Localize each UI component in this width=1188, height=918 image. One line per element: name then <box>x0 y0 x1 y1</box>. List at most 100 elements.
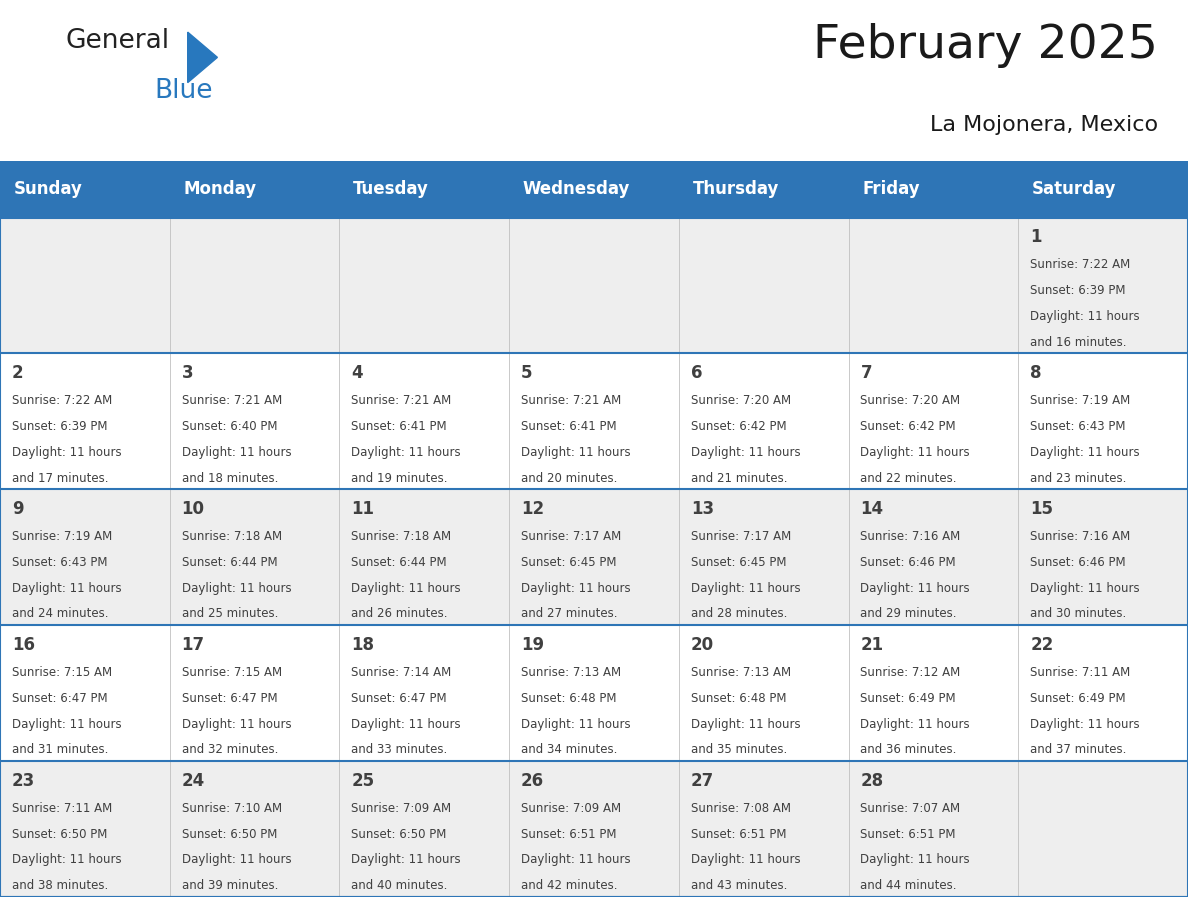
Text: 20: 20 <box>690 636 714 654</box>
Text: Blue: Blue <box>154 78 213 104</box>
Text: 11: 11 <box>352 500 374 518</box>
Text: Sunset: 6:46 PM: Sunset: 6:46 PM <box>860 556 956 569</box>
Text: 5: 5 <box>522 364 532 382</box>
Text: Sunrise: 7:18 AM: Sunrise: 7:18 AM <box>352 530 451 543</box>
Text: La Mojonera, Mexico: La Mojonera, Mexico <box>930 115 1158 135</box>
Text: Daylight: 11 hours: Daylight: 11 hours <box>690 446 801 459</box>
Text: 19: 19 <box>522 636 544 654</box>
Text: Daylight: 11 hours: Daylight: 11 hours <box>352 854 461 867</box>
Text: Sunset: 6:44 PM: Sunset: 6:44 PM <box>182 556 277 569</box>
Text: Sunrise: 7:11 AM: Sunrise: 7:11 AM <box>1030 666 1131 679</box>
Text: Daylight: 11 hours: Daylight: 11 hours <box>860 582 971 595</box>
Text: and 20 minutes.: and 20 minutes. <box>522 472 618 485</box>
Text: Sunset: 6:43 PM: Sunset: 6:43 PM <box>12 556 107 569</box>
Text: Sunday: Sunday <box>13 180 82 198</box>
Text: Sunset: 6:48 PM: Sunset: 6:48 PM <box>690 692 786 705</box>
Text: Daylight: 11 hours: Daylight: 11 hours <box>12 446 121 459</box>
Text: 28: 28 <box>860 772 884 789</box>
Text: 27: 27 <box>690 772 714 789</box>
Text: 3: 3 <box>182 364 194 382</box>
Text: Sunrise: 7:20 AM: Sunrise: 7:20 AM <box>690 394 791 408</box>
Text: Sunset: 6:51 PM: Sunset: 6:51 PM <box>690 828 786 841</box>
Text: and 18 minutes.: and 18 minutes. <box>182 472 278 485</box>
Text: and 38 minutes.: and 38 minutes. <box>12 879 108 892</box>
Text: 15: 15 <box>1030 500 1054 518</box>
Text: Sunset: 6:51 PM: Sunset: 6:51 PM <box>860 828 956 841</box>
Text: Sunset: 6:42 PM: Sunset: 6:42 PM <box>690 420 786 433</box>
Text: and 43 minutes.: and 43 minutes. <box>690 879 788 892</box>
Bar <box>0 161 1188 218</box>
Text: and 29 minutes.: and 29 minutes. <box>860 608 958 621</box>
Text: Sunrise: 7:15 AM: Sunrise: 7:15 AM <box>182 666 282 679</box>
Text: and 31 minutes.: and 31 minutes. <box>12 744 108 756</box>
Text: and 24 minutes.: and 24 minutes. <box>12 608 108 621</box>
Bar <box>0 218 1188 353</box>
Text: 25: 25 <box>352 772 374 789</box>
Text: Daylight: 11 hours: Daylight: 11 hours <box>12 582 121 595</box>
Text: Sunrise: 7:20 AM: Sunrise: 7:20 AM <box>860 394 961 408</box>
Text: 14: 14 <box>860 500 884 518</box>
Text: Tuesday: Tuesday <box>353 180 429 198</box>
Text: 7: 7 <box>860 364 872 382</box>
Text: and 44 minutes.: and 44 minutes. <box>860 879 958 892</box>
Text: 9: 9 <box>12 500 24 518</box>
Text: 26: 26 <box>522 772 544 789</box>
Text: Sunrise: 7:16 AM: Sunrise: 7:16 AM <box>860 530 961 543</box>
Text: and 37 minutes.: and 37 minutes. <box>1030 744 1126 756</box>
Text: Sunset: 6:46 PM: Sunset: 6:46 PM <box>1030 556 1126 569</box>
Text: 4: 4 <box>352 364 362 382</box>
Text: Sunrise: 7:15 AM: Sunrise: 7:15 AM <box>12 666 112 679</box>
Text: Daylight: 11 hours: Daylight: 11 hours <box>522 854 631 867</box>
Text: 10: 10 <box>182 500 204 518</box>
Text: Daylight: 11 hours: Daylight: 11 hours <box>1030 446 1139 459</box>
Text: and 42 minutes.: and 42 minutes. <box>522 879 618 892</box>
Text: and 25 minutes.: and 25 minutes. <box>182 608 278 621</box>
Bar <box>0 489 1188 625</box>
Text: and 26 minutes.: and 26 minutes. <box>352 608 448 621</box>
Text: Daylight: 11 hours: Daylight: 11 hours <box>522 718 631 731</box>
Text: Sunrise: 7:17 AM: Sunrise: 7:17 AM <box>690 530 791 543</box>
Text: Sunset: 6:43 PM: Sunset: 6:43 PM <box>1030 420 1126 433</box>
Text: Daylight: 11 hours: Daylight: 11 hours <box>860 854 971 867</box>
Text: Sunset: 6:45 PM: Sunset: 6:45 PM <box>690 556 786 569</box>
Text: Daylight: 11 hours: Daylight: 11 hours <box>182 718 291 731</box>
Text: 21: 21 <box>860 636 884 654</box>
Text: Sunrise: 7:10 AM: Sunrise: 7:10 AM <box>182 801 282 815</box>
Text: and 35 minutes.: and 35 minutes. <box>690 744 786 756</box>
Text: Sunset: 6:40 PM: Sunset: 6:40 PM <box>182 420 277 433</box>
Text: Sunrise: 7:13 AM: Sunrise: 7:13 AM <box>522 666 621 679</box>
Text: 2: 2 <box>12 364 24 382</box>
Text: February 2025: February 2025 <box>814 23 1158 68</box>
Text: and 22 minutes.: and 22 minutes. <box>860 472 958 485</box>
Text: Sunset: 6:50 PM: Sunset: 6:50 PM <box>182 828 277 841</box>
Text: and 21 minutes.: and 21 minutes. <box>690 472 788 485</box>
Text: Sunrise: 7:14 AM: Sunrise: 7:14 AM <box>352 666 451 679</box>
Text: Sunrise: 7:11 AM: Sunrise: 7:11 AM <box>12 801 112 815</box>
Text: Sunset: 6:45 PM: Sunset: 6:45 PM <box>522 556 617 569</box>
Text: and 27 minutes.: and 27 minutes. <box>522 608 618 621</box>
Text: and 32 minutes.: and 32 minutes. <box>182 744 278 756</box>
Text: Sunset: 6:47 PM: Sunset: 6:47 PM <box>352 692 447 705</box>
Text: Sunrise: 7:19 AM: Sunrise: 7:19 AM <box>1030 394 1131 408</box>
Text: and 39 minutes.: and 39 minutes. <box>182 879 278 892</box>
Text: 16: 16 <box>12 636 34 654</box>
Text: Sunrise: 7:22 AM: Sunrise: 7:22 AM <box>1030 258 1131 272</box>
Bar <box>0 625 1188 761</box>
Text: 1: 1 <box>1030 229 1042 246</box>
Text: Sunrise: 7:16 AM: Sunrise: 7:16 AM <box>1030 530 1131 543</box>
Text: 22: 22 <box>1030 636 1054 654</box>
Text: Sunset: 6:47 PM: Sunset: 6:47 PM <box>182 692 277 705</box>
Text: Sunrise: 7:13 AM: Sunrise: 7:13 AM <box>690 666 791 679</box>
Text: and 40 minutes.: and 40 minutes. <box>352 879 448 892</box>
Text: Sunset: 6:42 PM: Sunset: 6:42 PM <box>860 420 956 433</box>
Text: 13: 13 <box>690 500 714 518</box>
Text: Daylight: 11 hours: Daylight: 11 hours <box>182 446 291 459</box>
Text: Sunrise: 7:09 AM: Sunrise: 7:09 AM <box>522 801 621 815</box>
Text: and 17 minutes.: and 17 minutes. <box>12 472 108 485</box>
Text: Daylight: 11 hours: Daylight: 11 hours <box>1030 310 1139 323</box>
Text: Saturday: Saturday <box>1032 180 1117 198</box>
Text: Daylight: 11 hours: Daylight: 11 hours <box>352 718 461 731</box>
Text: Sunrise: 7:09 AM: Sunrise: 7:09 AM <box>352 801 451 815</box>
Text: 8: 8 <box>1030 364 1042 382</box>
Text: Sunrise: 7:21 AM: Sunrise: 7:21 AM <box>522 394 621 408</box>
